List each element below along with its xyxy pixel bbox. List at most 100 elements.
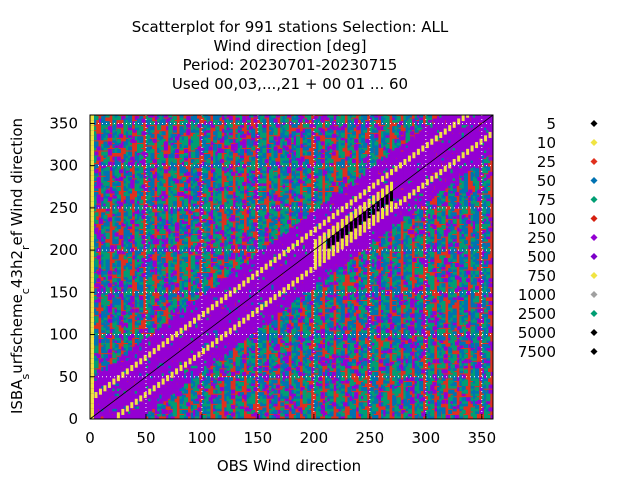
density-cell — [134, 359, 139, 364]
density-cell — [107, 308, 112, 313]
density-cell — [195, 387, 200, 392]
density-cell — [150, 306, 155, 311]
density-cell — [248, 280, 253, 285]
density-cell — [161, 283, 166, 288]
density-cell — [125, 364, 130, 369]
density-cell — [204, 179, 209, 184]
density-cell — [172, 331, 177, 336]
density-cell — [175, 374, 180, 379]
density-cell — [103, 128, 108, 133]
density-cell — [190, 364, 195, 369]
density-cell — [152, 159, 157, 164]
density-cell — [219, 369, 224, 374]
density-cell — [188, 333, 193, 338]
density-cell — [215, 174, 220, 179]
density-cell — [246, 247, 251, 252]
density-cell — [237, 128, 242, 133]
density-cell — [195, 273, 200, 278]
density-cell — [130, 356, 135, 361]
density-cell — [231, 394, 236, 399]
density-cell — [123, 207, 128, 212]
density-cell — [231, 227, 236, 232]
density-cell — [217, 344, 222, 349]
density-cell — [134, 293, 139, 298]
density-cell — [177, 366, 182, 371]
density-cell — [217, 154, 222, 159]
density-cell — [150, 280, 155, 285]
density-cell — [112, 280, 117, 285]
density-cell — [94, 364, 99, 369]
density-cell — [157, 217, 162, 222]
density-cell — [226, 270, 231, 275]
density-cell — [175, 344, 180, 349]
density-cell — [215, 232, 220, 237]
density-cell — [201, 174, 206, 179]
density-cell — [101, 404, 106, 409]
density-cell — [190, 146, 195, 151]
density-cell — [195, 128, 200, 133]
density-cell — [206, 146, 211, 151]
density-cell — [228, 280, 233, 285]
density-cell — [103, 402, 108, 407]
density-cell — [141, 313, 146, 318]
density-cell — [213, 397, 218, 402]
density-cell — [226, 263, 231, 267]
density-cell — [213, 374, 218, 379]
density-cell — [217, 217, 222, 222]
density-cell — [179, 154, 184, 159]
density-cell — [199, 326, 204, 331]
density-cell — [208, 301, 213, 305]
density-cell — [219, 293, 224, 298]
density-cell — [217, 242, 222, 247]
density-cell — [159, 356, 164, 361]
density-cell — [125, 174, 130, 179]
density-cell — [244, 263, 249, 267]
density-cell — [246, 318, 251, 323]
density-cell — [159, 270, 164, 275]
density-cell — [105, 151, 110, 156]
density-cell — [112, 298, 117, 303]
density-cell — [177, 351, 182, 356]
density-cell — [114, 268, 119, 273]
density-cell — [157, 126, 162, 131]
density-cell — [251, 369, 256, 374]
density-cell — [190, 278, 195, 283]
density-cell — [107, 374, 112, 379]
density-cell — [163, 143, 168, 148]
density-cell — [226, 115, 231, 118]
density-cell — [235, 237, 240, 242]
density-cell — [134, 303, 139, 308]
density-cell — [210, 333, 215, 338]
density-cell — [235, 225, 240, 229]
density-cell — [116, 369, 121, 374]
density-cell — [235, 189, 240, 194]
density-cell — [224, 227, 229, 232]
density-cell — [148, 415, 153, 419]
density-cell — [179, 126, 184, 131]
density-cell — [101, 136, 106, 141]
density-cell — [224, 156, 229, 161]
density-cell — [217, 181, 222, 186]
density-cell — [123, 179, 128, 184]
density-cell — [103, 169, 108, 174]
density-cell — [98, 285, 103, 290]
density-cell — [235, 118, 240, 123]
density-cell — [248, 219, 253, 224]
density-cell — [237, 197, 242, 202]
density-cell — [137, 159, 142, 164]
density-cell — [192, 283, 197, 288]
density-cell — [114, 298, 119, 303]
density-cell — [215, 306, 220, 311]
density-cell — [190, 341, 195, 346]
density-cell — [175, 346, 180, 351]
density-cell — [248, 245, 253, 250]
density-cell — [128, 275, 133, 280]
density-cell — [224, 407, 229, 412]
density-cell — [224, 154, 229, 159]
density-cell — [119, 382, 124, 387]
density-cell — [226, 295, 231, 300]
density-cell — [199, 344, 204, 349]
density-cell — [114, 288, 119, 293]
density-cell — [204, 336, 209, 341]
density-cell — [195, 328, 200, 333]
